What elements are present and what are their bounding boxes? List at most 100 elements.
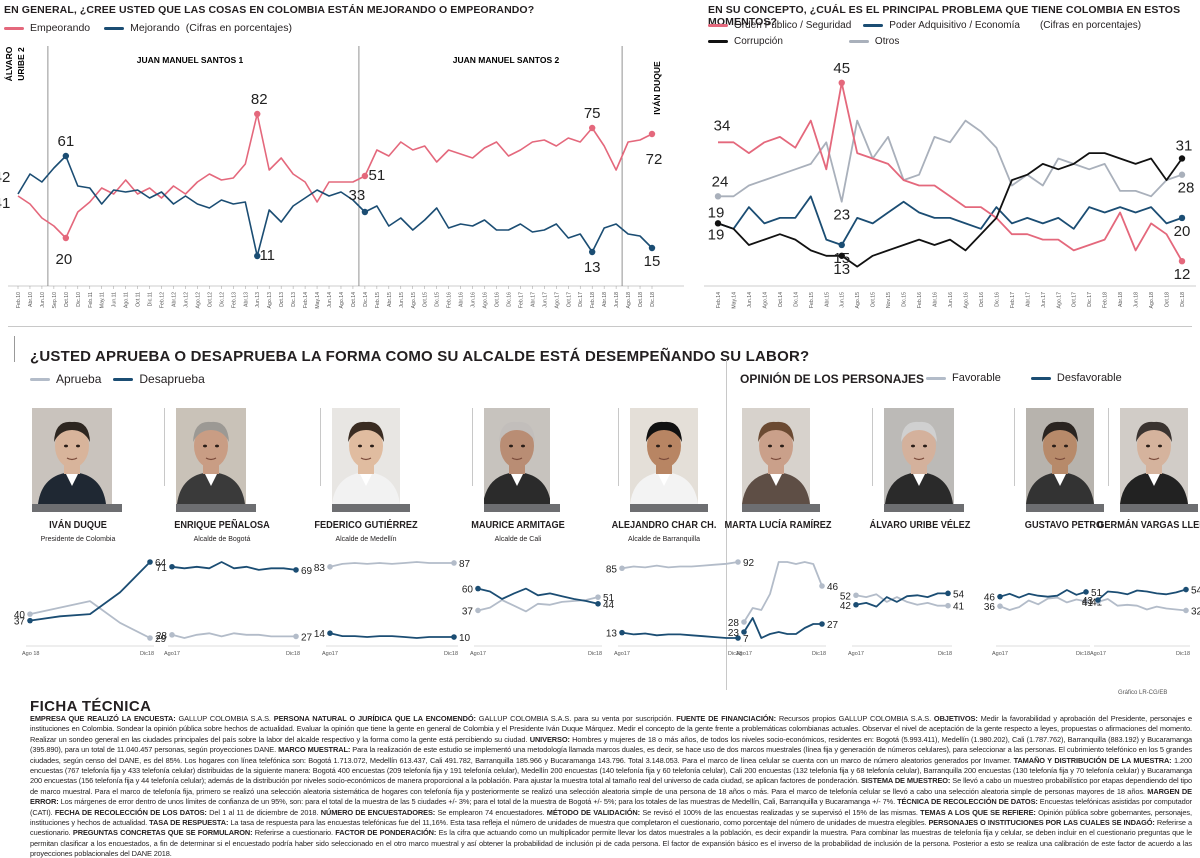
x-tick-label: Feb.18 bbox=[590, 292, 596, 308]
mini-point bbox=[1083, 589, 1089, 595]
mini-point bbox=[27, 611, 33, 617]
legend-label-desfavorable: Desfavorable bbox=[1056, 372, 1122, 384]
mini-x-label: Dic18 bbox=[812, 651, 826, 657]
period-label: URIBE 2 bbox=[16, 47, 26, 81]
mini-series-desaprueba bbox=[171, 561, 297, 571]
legend-problema-row2: Corrupción Otros bbox=[708, 36, 899, 47]
mini-value-label: 60 bbox=[462, 585, 474, 596]
mini-x-label: Dic18 bbox=[588, 651, 602, 657]
period-label: ÁLVARO bbox=[4, 46, 14, 81]
data-label: 13 bbox=[833, 261, 850, 278]
person-role: Alcalde de Bogotá bbox=[193, 536, 251, 543]
column-divider bbox=[726, 360, 727, 690]
period-label: JUAN MANUEL SANTOS 2 bbox=[453, 55, 560, 65]
x-tick-label: Ago.16 bbox=[963, 292, 969, 309]
portrait-photo bbox=[630, 408, 698, 504]
mini-point bbox=[1183, 586, 1189, 593]
data-label: 19 bbox=[708, 204, 725, 221]
mini-chart-armitage: 37 51 60 44 Ago17 Dic18 bbox=[462, 585, 615, 657]
x-tick-label: Jun.12 bbox=[183, 292, 189, 308]
x-tick-label: Ago.16 bbox=[483, 292, 489, 309]
person-name: IVÁN DUQUE bbox=[49, 520, 107, 531]
mini-value-label: 71 bbox=[156, 563, 168, 574]
x-tick-label: Dic.16 bbox=[994, 292, 1000, 307]
x-tick-label: Abr.18 bbox=[1118, 292, 1124, 307]
mini-x-label: Ago17 bbox=[470, 651, 486, 657]
x-tick-label: Abr.18 bbox=[602, 292, 608, 307]
mini-series-aprueba bbox=[171, 632, 296, 639]
data-label: 51 bbox=[369, 167, 386, 184]
x-tick-label: Jun.11 bbox=[112, 292, 118, 307]
ficha-text: EMPRESA QUE REALIZÓ LA ENCUESTA: GALLUP … bbox=[30, 714, 1193, 858]
legend-swatch-gray bbox=[926, 376, 946, 380]
legend-swatch-blue bbox=[104, 26, 125, 30]
x-tick-label: Jun.15 bbox=[840, 292, 846, 308]
mini-value-label: 46 bbox=[984, 593, 996, 604]
legend-label-mejorando: Mejorando bbox=[130, 22, 180, 34]
data-label: 20 bbox=[56, 251, 73, 268]
x-tick-label: May.11 bbox=[100, 292, 106, 308]
x-tick-label: Feb.14 bbox=[303, 292, 309, 308]
photo-caption-bar bbox=[630, 504, 708, 512]
mini-value-label: 42 bbox=[840, 601, 852, 612]
x-tick-label: Oct.16 bbox=[979, 292, 985, 307]
mini-series-aprueba bbox=[29, 600, 151, 639]
x-tick-label: Jun.10 bbox=[40, 292, 46, 308]
legend-opinion: Favorable Desfavorable bbox=[926, 372, 1122, 384]
mini-value-label: 37 bbox=[462, 606, 474, 617]
mini-x-label: Ago17 bbox=[736, 651, 752, 657]
photo-caption-bar bbox=[1026, 504, 1104, 512]
legend-swatch-red bbox=[708, 24, 728, 27]
x-tick-label: Dic.12 bbox=[219, 292, 225, 307]
x-tick-label: Oct.16 bbox=[494, 292, 500, 307]
x-tick-label: Oct.13 bbox=[279, 292, 285, 307]
x-tick-label: Jun.14 bbox=[327, 292, 333, 308]
x-tick-label: Abr.16 bbox=[459, 292, 465, 307]
mini-value-label: 92 bbox=[743, 558, 755, 569]
x-tick-label: Jun.18 bbox=[614, 292, 620, 308]
x-tick-label: Abr.16 bbox=[933, 292, 939, 307]
x-tick-label: Jun.14 bbox=[747, 292, 753, 308]
photo-caption-bar bbox=[742, 504, 820, 512]
opinion-title: OPINIÓN DE LOS PERSONAJES bbox=[740, 372, 925, 386]
section-tick bbox=[14, 336, 15, 362]
x-tick-label: Feb.10 bbox=[16, 292, 22, 308]
data-point bbox=[1178, 257, 1186, 265]
x-tick-label: Jun.17 bbox=[542, 292, 548, 308]
mini-point bbox=[169, 632, 175, 638]
mini-point bbox=[595, 594, 601, 600]
mini-value-label: 32 bbox=[1191, 606, 1200, 617]
x-tick-label: Abr.15 bbox=[824, 292, 830, 307]
person-name: ALEJANDRO CHAR CH. bbox=[611, 520, 717, 531]
mini-point bbox=[819, 583, 825, 589]
legend-label-favorable: Favorable bbox=[952, 372, 1001, 384]
mini-x-label: Ago 18 bbox=[22, 651, 39, 657]
period-label: JUAN MANUEL SANTOS 1 bbox=[137, 55, 244, 65]
x-tick-label: Jun.16 bbox=[948, 292, 954, 308]
mini-point bbox=[147, 635, 153, 641]
mini-x-label: Dic18 bbox=[728, 651, 742, 657]
mini-series-aprueba bbox=[329, 561, 454, 568]
x-tick-label: Feb.13 bbox=[231, 292, 237, 308]
x-tick-label: Dic.14 bbox=[793, 292, 799, 307]
portrait-photo bbox=[1120, 408, 1188, 504]
legend-label-desaprueba: Desaprueba bbox=[139, 372, 205, 386]
mini-value-label: 36 bbox=[984, 602, 996, 613]
x-tick-label: Dic.16 bbox=[506, 292, 512, 307]
mini-x-label: Dic18 bbox=[1176, 651, 1190, 657]
data-label: 34 bbox=[714, 117, 731, 134]
x-tick-label: Dic.10 bbox=[76, 292, 82, 307]
mini-point bbox=[619, 565, 625, 572]
x-tick-label: Oct.12 bbox=[207, 292, 213, 307]
mini-series-desfavorable bbox=[743, 617, 822, 639]
person-name: ENRIQUE PEÑALOSA bbox=[174, 520, 270, 531]
portrait-photo bbox=[742, 408, 810, 504]
data-point bbox=[1178, 214, 1186, 222]
mini-chart-uribe: 52 41 42 54 Ago17 Dic18 bbox=[840, 589, 965, 657]
data-label: 61 bbox=[58, 133, 75, 150]
mini-value-label: 27 bbox=[827, 620, 839, 631]
x-tick-label: Dic.17 bbox=[1087, 292, 1093, 307]
mini-value-label: 28 bbox=[728, 618, 740, 629]
data-point bbox=[588, 124, 596, 132]
